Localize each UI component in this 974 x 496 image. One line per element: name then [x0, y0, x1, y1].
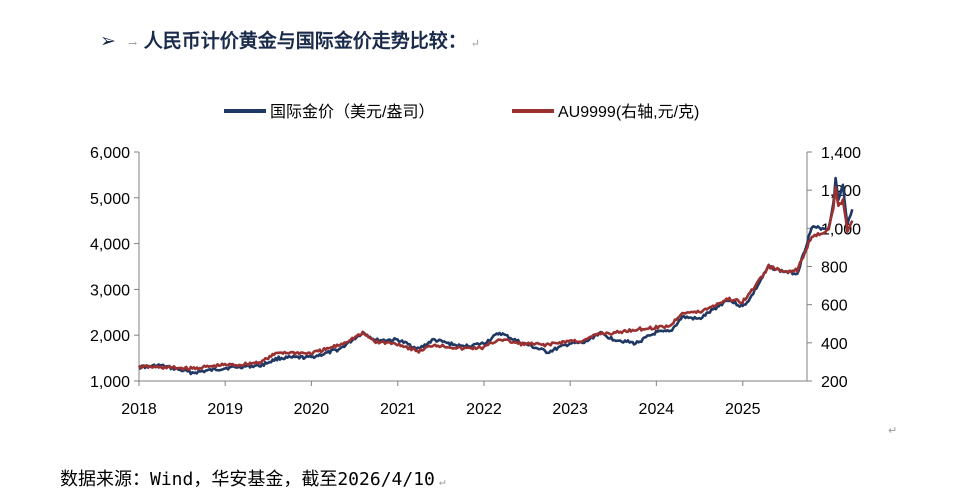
- legend-label: AU9999(右轴,元/克): [558, 103, 699, 121]
- y-right-tick-label: 400: [821, 336, 848, 353]
- chart-heading: ➢ → 人民币计价黄金与国际金价走势比较： ↵: [100, 26, 480, 53]
- y-left-tick-label: 3,000: [90, 282, 130, 299]
- data-source-note: 数据来源：Wind，华安基金，截至2026/4/10 ↵: [60, 465, 446, 491]
- y-left-tick-label: 6,000: [90, 145, 130, 162]
- y-left-tick-label: 2,000: [90, 328, 130, 345]
- x-tick-label: 2023: [552, 401, 588, 418]
- series-line-au9999: [137, 185, 854, 371]
- x-tick-label: 2021: [380, 401, 416, 418]
- y-right-tick-label: 800: [821, 260, 848, 277]
- bullet-arrow-icon: ➢: [100, 30, 116, 52]
- x-tick-label: 2018: [121, 401, 157, 418]
- x-tick-label: 2022: [466, 401, 502, 418]
- y-right-tick-label: 200: [821, 374, 848, 391]
- heading-text: 人民币计价黄金与国际金价走势比较：: [143, 30, 467, 52]
- source-return-mark-icon: ↵: [438, 475, 446, 488]
- y-right-tick-label: 1,400: [821, 145, 861, 162]
- paragraph-mark-icon: ↵: [888, 424, 898, 437]
- y-right-tick-label: 600: [821, 298, 848, 315]
- x-tick-label: 2025: [725, 401, 761, 418]
- x-tick-label: 2019: [207, 401, 243, 418]
- data-source-text: 数据来源：Wind，华安基金，截至2026/4/10: [60, 469, 435, 490]
- y-left-tick-label: 5,000: [90, 191, 130, 208]
- x-tick-label: 2024: [639, 401, 675, 418]
- tab-arrow-mark: →: [127, 37, 138, 50]
- x-tick-label: 2020: [294, 401, 330, 418]
- legend-label: 国际金价（美元/盎司）: [270, 103, 434, 121]
- return-mark-icon: ↵: [470, 37, 480, 50]
- y-left-tick-label: 1,000: [90, 374, 130, 391]
- y-left-tick-label: 4,000: [90, 237, 130, 254]
- series-line-intl-gold: [139, 176, 854, 376]
